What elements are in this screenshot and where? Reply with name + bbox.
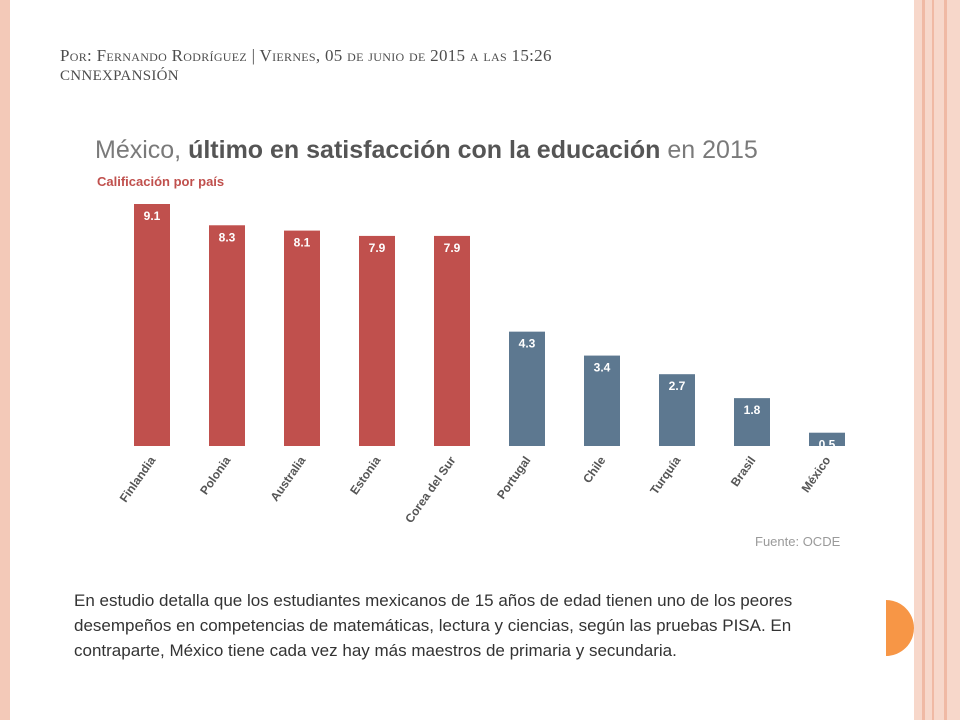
bar-value-label: 1.8 <box>744 403 761 417</box>
slide-accent-tab <box>886 600 914 656</box>
bar-portugal <box>509 331 545 446</box>
bar-value-label: 7.9 <box>444 241 461 255</box>
bar-value-label: 7.9 <box>369 241 386 255</box>
bar-finlandia <box>134 204 170 446</box>
bar-chile <box>584 355 620 446</box>
chart-title: México, último en satisfacción con la ed… <box>95 136 758 165</box>
category-label: Turquía <box>647 453 683 497</box>
category-label: Portugal <box>494 454 533 502</box>
caption-text: En estudio detalla que los estudiantes m… <box>74 591 793 660</box>
bar-corea-del-sur <box>434 235 470 446</box>
byline: Por: Fernando Rodríguez | Viernes, 05 de… <box>60 46 552 65</box>
bar-australia <box>284 230 320 446</box>
slide-left-border <box>0 0 10 720</box>
bar-value-label: 2.7 <box>669 379 686 393</box>
category-label: Australia <box>268 453 309 503</box>
chart-title-bold: último en satisfacción con la educación <box>188 136 661 164</box>
chart-subtitle: Calificación por país <box>97 174 225 189</box>
bar-polonia <box>209 225 245 446</box>
category-label: Brasil <box>728 454 759 489</box>
slide-right-border <box>914 0 960 720</box>
category-label: Corea del Sur <box>402 453 458 525</box>
bar-value-label: 8.3 <box>219 230 236 244</box>
category-label: Estonia <box>347 453 384 497</box>
chart-source: Fuente: OCDE <box>755 534 841 549</box>
bar-value-label: 4.3 <box>519 337 536 351</box>
chart-plot: 9.1 Finlandia 8.3 Polonia 8.1 Australia 7.9 Est… <box>117 204 845 526</box>
bar-chart: México, último en satisfacción con la ed… <box>60 120 880 560</box>
bar-méxico <box>809 432 845 446</box>
chart-title-prefix: México, <box>95 136 189 164</box>
bar-estonia <box>359 235 395 446</box>
bar-value-label: 9.1 <box>144 209 161 223</box>
category-label: Finlandia <box>117 453 159 504</box>
slide-header: Por: Fernando Rodríguez | Viernes, 05 de… <box>60 46 552 86</box>
bar-value-label: 0.5 <box>819 438 836 452</box>
bar-turquía <box>659 374 695 446</box>
category-label: Polonia <box>197 453 234 497</box>
category-label: México <box>799 454 834 495</box>
category-label: Chile <box>580 453 608 485</box>
bar-value-label: 3.4 <box>594 361 611 375</box>
bar-brasil <box>734 398 770 446</box>
bar-value-label: 8.1 <box>294 236 311 250</box>
source-outlet: CNNEXPANSIÓN <box>60 68 179 84</box>
chart-title-suffix: en 2015 <box>660 136 758 164</box>
